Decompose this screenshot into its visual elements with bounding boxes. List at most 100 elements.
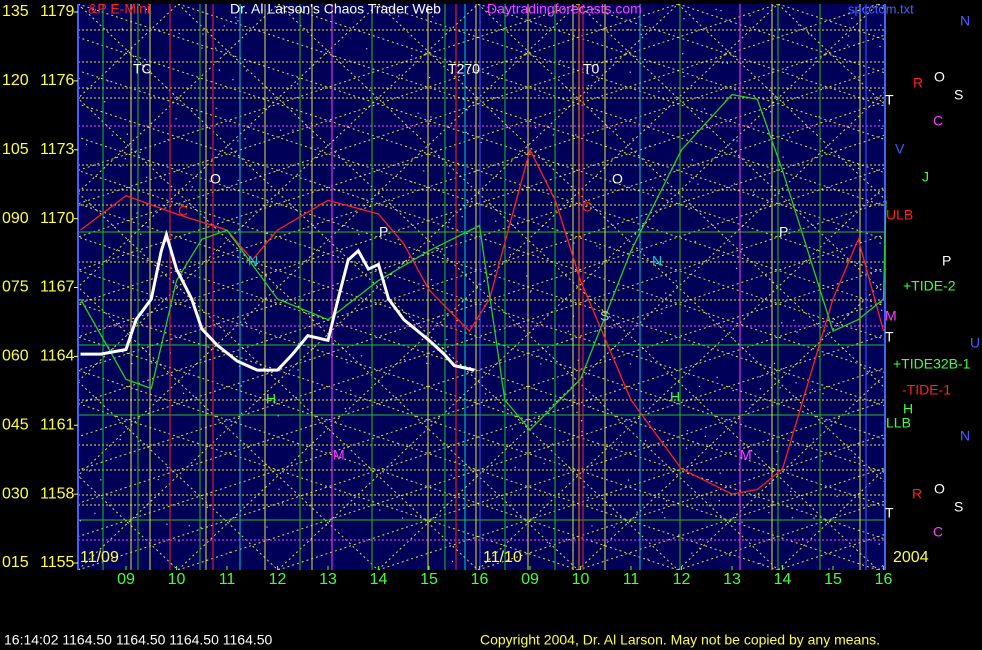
star — [202, 33, 204, 35]
annotation: T270 — [448, 61, 480, 77]
star — [401, 517, 404, 519]
star — [828, 568, 830, 570]
star — [629, 363, 632, 365]
star — [789, 228, 791, 231]
star — [878, 119, 881, 122]
x-tick-label: 16 — [471, 571, 489, 588]
star — [567, 330, 570, 332]
star — [779, 387, 781, 389]
star — [438, 315, 441, 317]
annotation: C — [933, 524, 943, 540]
star — [581, 431, 583, 433]
star — [851, 17, 853, 19]
annotation: U — [970, 335, 980, 351]
star — [244, 321, 247, 324]
star — [206, 506, 209, 508]
star — [759, 562, 761, 565]
star — [292, 129, 294, 131]
star — [774, 95, 776, 97]
price-line — [79, 93, 887, 431]
star — [410, 181, 413, 183]
annotation: C — [582, 199, 592, 215]
star — [318, 309, 320, 312]
x-tick-label: 13 — [723, 571, 741, 588]
star — [279, 129, 282, 131]
star — [232, 78, 234, 81]
star — [181, 274, 183, 276]
x-tick-label: 12 — [269, 571, 287, 588]
star — [613, 526, 615, 528]
star — [732, 338, 734, 340]
annotation: J — [922, 169, 929, 185]
star — [615, 128, 617, 131]
star — [857, 167, 860, 170]
star — [573, 242, 575, 244]
star — [391, 199, 393, 202]
star — [138, 4, 141, 6]
star — [88, 470, 91, 472]
star — [879, 242, 881, 244]
star — [878, 543, 880, 545]
star — [151, 362, 153, 364]
star — [683, 18, 685, 20]
star — [538, 94, 540, 97]
star — [849, 160, 851, 162]
star — [879, 45, 881, 48]
date-label: 11/10 — [483, 549, 522, 566]
star — [647, 558, 649, 560]
star — [698, 385, 701, 388]
y2-tick-label: 015 — [2, 554, 29, 571]
y2-tick-label: 045 — [2, 416, 29, 433]
star — [583, 486, 585, 488]
annotation: +TIDE32B-1 — [893, 356, 971, 372]
annotation: P — [942, 253, 951, 269]
star — [126, 133, 129, 135]
star — [487, 10, 489, 13]
star — [546, 541, 549, 543]
star — [379, 509, 381, 511]
star — [511, 428, 514, 430]
star — [699, 538, 702, 541]
star — [694, 240, 696, 243]
annotation: P — [779, 224, 788, 240]
star — [685, 447, 688, 449]
star — [428, 76, 431, 79]
star — [451, 560, 454, 563]
x-tick-label: 13 — [319, 571, 337, 588]
star — [575, 134, 577, 136]
star — [697, 183, 699, 185]
star — [821, 460, 824, 462]
star — [296, 83, 299, 85]
annotation: S — [600, 308, 609, 324]
star — [735, 267, 738, 269]
star — [769, 110, 772, 113]
star — [366, 48, 368, 50]
star — [632, 138, 634, 140]
annotation: -TIDE-1 — [902, 382, 951, 398]
star — [870, 273, 873, 275]
star — [223, 25, 225, 27]
star — [833, 318, 836, 321]
y2-tick-label: 135 — [2, 3, 29, 20]
x-tick-label: 12 — [673, 571, 691, 588]
star — [447, 172, 450, 174]
star — [783, 367, 785, 370]
star — [346, 362, 348, 364]
star — [796, 331, 798, 333]
star — [776, 450, 778, 453]
star — [182, 392, 185, 395]
star — [621, 441, 623, 443]
star — [535, 411, 537, 414]
star — [789, 136, 791, 138]
star — [733, 183, 736, 185]
x-tick-label: 16 — [875, 571, 893, 588]
star — [281, 502, 284, 504]
star — [509, 254, 512, 256]
star — [200, 527, 202, 529]
star — [201, 47, 203, 49]
star — [670, 294, 672, 297]
star — [880, 309, 883, 312]
star — [773, 372, 776, 375]
annotation: +TIDE-2 — [903, 278, 956, 294]
y-tick-label: 1167 — [40, 279, 75, 296]
